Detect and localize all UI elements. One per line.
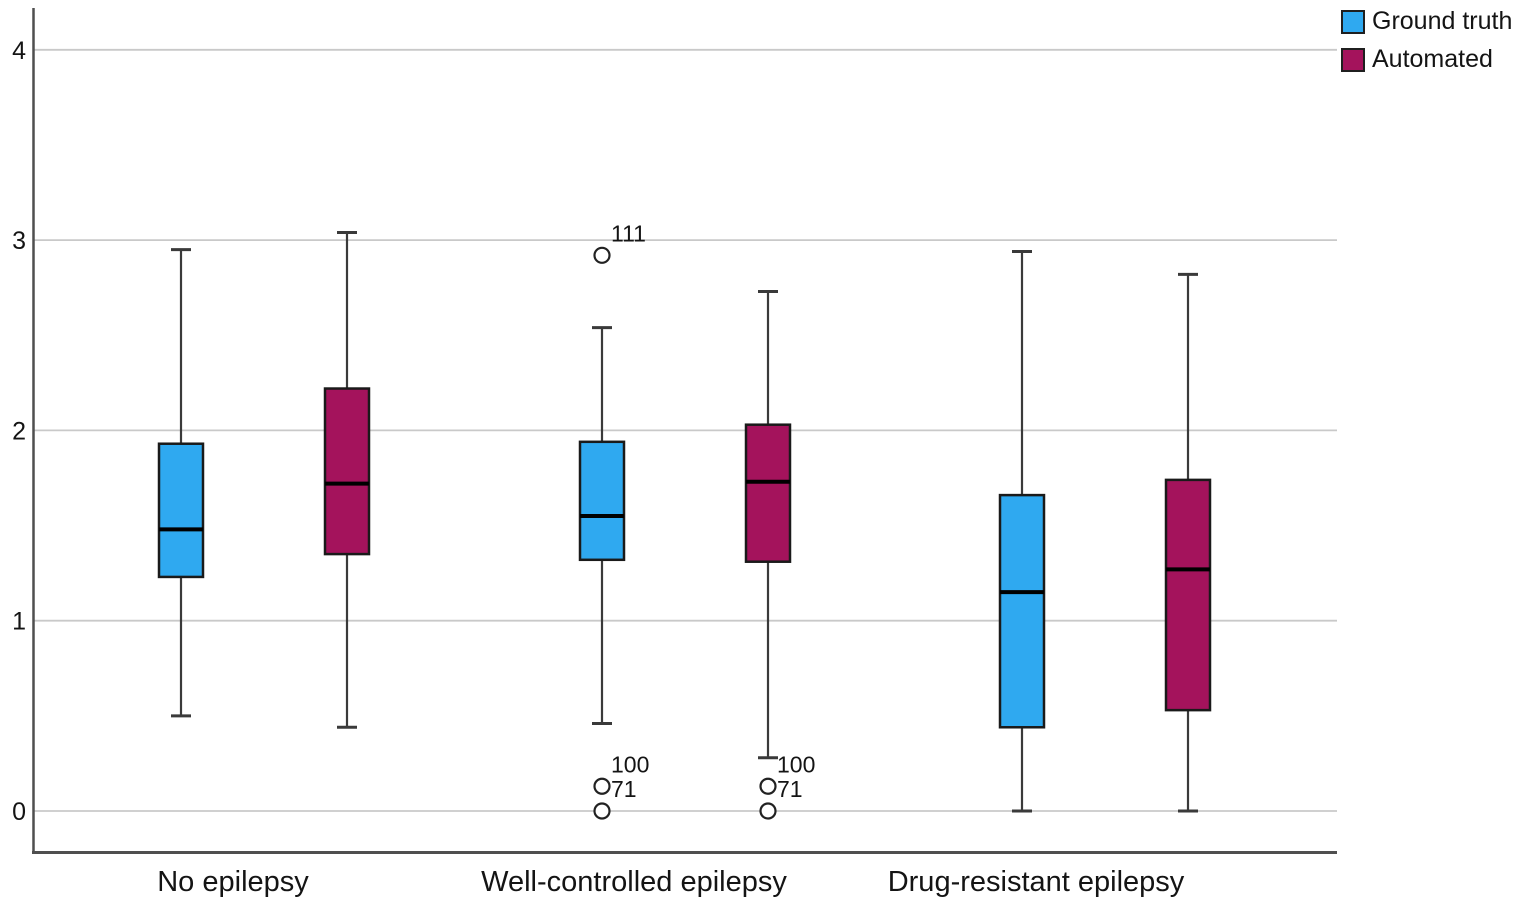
box-ground-truth-well-controlled-epilepsy-outlier-100-label: 100 (611, 751, 649, 777)
box-ground-truth-well-controlled-epilepsy-outlier-100-marker (593, 777, 611, 795)
box-ground-truth-well-controlled-epilepsy-outlier-111-marker (593, 246, 611, 264)
box-automated-well-controlled-epilepsy-outlier-71-label: 71 (777, 776, 803, 802)
box-ground-truth-well-controlled-epilepsy-outlier-111-label: 111 (611, 220, 646, 246)
y-tick-label-2: 2 (12, 417, 26, 445)
box-automated-well-controlled-epilepsy-outlier-100-marker (759, 777, 777, 795)
legend-item-automated: Automated (1341, 47, 1512, 72)
legend-item-ground-truth: Ground truth (1341, 9, 1512, 34)
box-automated-well-controlled-epilepsy-iqr (744, 423, 792, 563)
y-tick-label-0: 0 (12, 798, 26, 826)
legend-label-ground-truth: Ground truth (1372, 7, 1513, 35)
box-automated-well-controlled-epilepsy-outlier-100-label: 100 (777, 751, 815, 777)
box-ground-truth-well-controlled-epilepsy-outlier-71-label: 71 (611, 776, 637, 802)
box-ground-truth-no-epilepsy-iqr (157, 442, 205, 579)
box-ground-truth-well-controlled-epilepsy-outlier-71-marker (593, 802, 611, 820)
y-tick-label-1: 1 (12, 608, 26, 636)
box-ground-truth-well-controlled-epilepsy-iqr (578, 440, 626, 562)
y-tick-label-4: 4 (12, 37, 26, 65)
legend: Ground truth Automated (1341, 9, 1512, 72)
box-automated-drug-resistant-epilepsy-iqr (1164, 478, 1212, 712)
legend-swatch-automated (1341, 47, 1365, 72)
legend-label-automated: Automated (1372, 45, 1493, 73)
box-automated-no-epilepsy-iqr (323, 387, 371, 556)
box-automated-well-controlled-epilepsy-outlier-71-marker (759, 802, 777, 820)
y-tick-label-3: 3 (12, 227, 26, 255)
box-ground-truth-drug-resistant-epilepsy-iqr (998, 493, 1046, 729)
legend-swatch-ground-truth (1341, 9, 1365, 34)
